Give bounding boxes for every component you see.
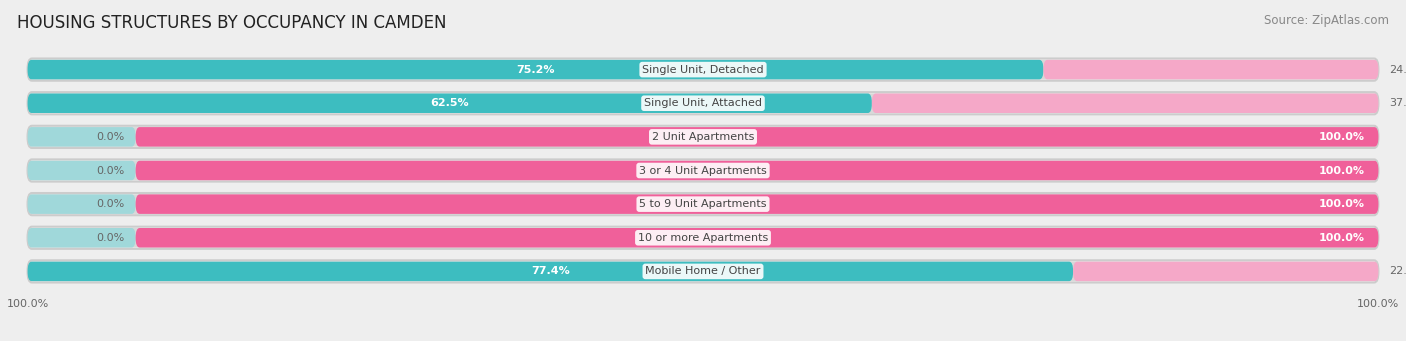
Text: Single Unit, Attached: Single Unit, Attached (644, 98, 762, 108)
Text: 0.0%: 0.0% (97, 233, 125, 243)
Text: 0.0%: 0.0% (97, 199, 125, 209)
Text: 2 Unit Apartments: 2 Unit Apartments (652, 132, 754, 142)
FancyBboxPatch shape (28, 126, 1378, 148)
FancyBboxPatch shape (28, 159, 1378, 182)
Text: 75.2%: 75.2% (516, 64, 555, 75)
FancyBboxPatch shape (135, 228, 1378, 248)
FancyBboxPatch shape (28, 92, 1378, 114)
FancyBboxPatch shape (28, 260, 1378, 282)
Text: 37.5%: 37.5% (1389, 98, 1406, 108)
Text: 100.0%: 100.0% (1319, 165, 1365, 176)
FancyBboxPatch shape (28, 60, 1043, 79)
Text: 77.4%: 77.4% (531, 266, 569, 277)
FancyBboxPatch shape (28, 127, 135, 147)
FancyBboxPatch shape (28, 194, 135, 214)
FancyBboxPatch shape (28, 262, 1378, 281)
FancyBboxPatch shape (28, 228, 1378, 248)
FancyBboxPatch shape (28, 194, 1378, 214)
Text: 3 or 4 Unit Apartments: 3 or 4 Unit Apartments (640, 165, 766, 176)
FancyBboxPatch shape (135, 194, 1378, 214)
FancyBboxPatch shape (28, 262, 1073, 281)
Text: 22.6%: 22.6% (1389, 266, 1406, 277)
FancyBboxPatch shape (872, 93, 1378, 113)
FancyBboxPatch shape (1043, 60, 1378, 79)
Text: 100.0%: 100.0% (1319, 132, 1365, 142)
FancyBboxPatch shape (135, 161, 1378, 180)
Text: 24.8%: 24.8% (1389, 64, 1406, 75)
FancyBboxPatch shape (28, 60, 1378, 79)
FancyBboxPatch shape (28, 193, 1378, 215)
Text: 100.0%: 100.0% (1319, 233, 1365, 243)
Text: 0.0%: 0.0% (97, 132, 125, 142)
Text: 5 to 9 Unit Apartments: 5 to 9 Unit Apartments (640, 199, 766, 209)
Text: 10 or more Apartments: 10 or more Apartments (638, 233, 768, 243)
FancyBboxPatch shape (28, 127, 1378, 147)
FancyBboxPatch shape (28, 228, 135, 248)
FancyBboxPatch shape (28, 227, 1378, 249)
FancyBboxPatch shape (1073, 262, 1378, 281)
FancyBboxPatch shape (28, 161, 1378, 180)
Text: 0.0%: 0.0% (97, 165, 125, 176)
Text: Mobile Home / Other: Mobile Home / Other (645, 266, 761, 277)
FancyBboxPatch shape (28, 161, 135, 180)
FancyBboxPatch shape (28, 93, 1378, 113)
Text: 62.5%: 62.5% (430, 98, 470, 108)
FancyBboxPatch shape (135, 127, 1378, 147)
Text: Single Unit, Detached: Single Unit, Detached (643, 64, 763, 75)
Text: HOUSING STRUCTURES BY OCCUPANCY IN CAMDEN: HOUSING STRUCTURES BY OCCUPANCY IN CAMDE… (17, 14, 446, 32)
FancyBboxPatch shape (28, 59, 1378, 81)
FancyBboxPatch shape (28, 93, 872, 113)
Text: 100.0%: 100.0% (1319, 199, 1365, 209)
Text: Source: ZipAtlas.com: Source: ZipAtlas.com (1264, 14, 1389, 27)
